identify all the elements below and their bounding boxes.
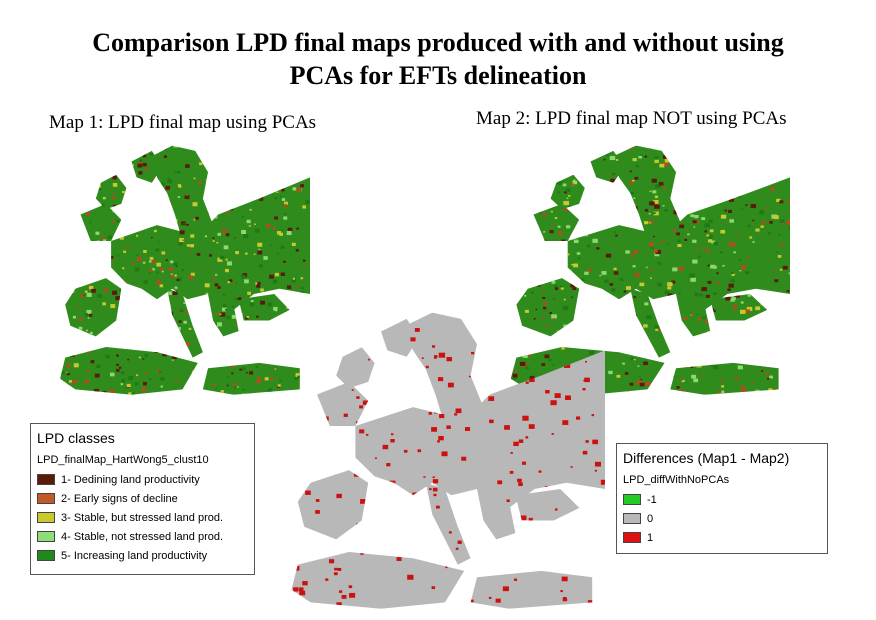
legend1-item-label: 1- Dedining land productivity — [61, 473, 200, 486]
legend1-swatch — [37, 474, 55, 485]
legend1-item-label: 2- Early signs of decline — [61, 492, 178, 505]
legend1-item: 5- Increasing land productivity — [37, 546, 254, 565]
legend2-item: -1 — [623, 490, 827, 509]
legend2-item: 0 — [623, 509, 827, 528]
legend2-item: 1 — [623, 528, 827, 547]
legend1-item: 3- Stable, but stressed land prod. — [37, 508, 254, 527]
land-area — [60, 145, 310, 395]
legend1-swatch — [37, 493, 55, 504]
lpd-classes-legend: LPD classes LPD_finalMap_HartWong5_clust… — [30, 423, 255, 575]
page-title: Comparison LPD final maps produced with … — [0, 26, 876, 92]
map3-differences — [291, 312, 605, 609]
legend2-title: Differences (Map1 - Map2) — [623, 450, 790, 466]
legend1-item-label: 4- Stable, not stressed land prod. — [61, 530, 224, 543]
legend2-layer-name: LPD_diffWithNoPCAs — [623, 474, 730, 486]
legend1-title: LPD classes — [37, 430, 115, 446]
differences-legend: Differences (Map1 - Map2) LPD_diffWithNo… — [616, 443, 828, 554]
map2-label: Map 2: LPD final map NOT using PCAs — [476, 108, 787, 129]
title-line-1: Comparison LPD final maps produced with … — [92, 28, 784, 57]
legend1-layer-name: LPD_finalMap_HartWong5_clust10 — [37, 454, 209, 466]
legend2-swatch — [623, 532, 641, 543]
map2-lpd-without-pcas — [510, 145, 790, 395]
legend1-item-label: 3- Stable, but stressed land prod. — [61, 511, 224, 524]
legend2-item-label: -1 — [647, 493, 657, 506]
map1-lpd-with-pcas — [60, 145, 310, 395]
legend1-item: 4- Stable, not stressed land prod. — [37, 527, 254, 546]
legend1-item: 1- Dedining land productivity — [37, 470, 254, 489]
legend2-swatch — [623, 494, 641, 505]
map1-label: Map 1: LPD final map using PCAs — [49, 112, 317, 133]
title-line-2: PCAs for EFTs delineation — [289, 61, 587, 90]
legend1-swatch — [37, 512, 55, 523]
legend1-item-label: 5- Increasing land productivity — [61, 549, 208, 562]
land-area — [291, 312, 605, 609]
legend1-swatch — [37, 550, 55, 561]
legend2-swatch — [623, 513, 641, 524]
legend1-swatch — [37, 531, 55, 542]
legend2-item-label: 0 — [647, 512, 654, 525]
legend2-item-label: 1 — [647, 531, 654, 544]
legend1-item: 2- Early signs of decline — [37, 489, 254, 508]
